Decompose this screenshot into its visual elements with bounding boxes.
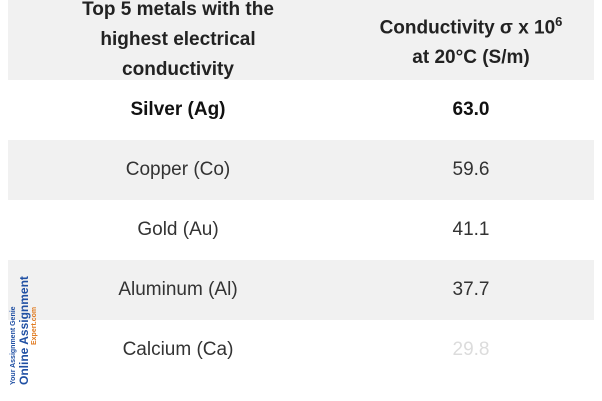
table-row: Calcium (Ca) 29.8 (8, 320, 594, 380)
header-text: Conductivity σ x 10 (379, 17, 556, 39)
header-cell: Top 5 metals with the highest electrical… (8, 0, 348, 80)
header-text: Top 5 metals with the highest electrical… (82, 0, 274, 80)
header-superscript: 6 (555, 13, 563, 29)
metal-cell: Aluminum (Al) (118, 279, 238, 300)
table-row: Copper (Co) 59.6 (8, 140, 594, 200)
metal-cell: Copper (Co) (125, 159, 231, 180)
header-cell: Conductivity σ x 106 at 20°C (S/m) (348, 0, 594, 80)
watermark-tagline: Your Assignment Genie (10, 306, 17, 385)
watermark: Your Assignment Genie Online Assignment … (10, 276, 38, 385)
value-cell: 63.0 (452, 99, 490, 120)
table-row: Gold (Au) 41.1 (8, 200, 594, 260)
value-cell: 41.1 (452, 219, 490, 240)
value-cell: 37.7 (452, 279, 490, 300)
watermark-domain: Expert.com (31, 306, 38, 345)
table-row: Silver (Ag) 63.0 (8, 80, 594, 140)
header-text: at 20°C (S/m) (412, 47, 530, 69)
metal-cell: Silver (Ag) (130, 99, 226, 120)
value-cell: 29.8 (452, 339, 490, 360)
header-text-group: Conductivity σ x 106 at 20°C (S/m) (371, 7, 571, 73)
value-cell: 59.6 (452, 159, 490, 180)
header-row: Top 5 metals with the highest electrical… (8, 0, 594, 80)
metal-cell: Gold (Au) (137, 219, 219, 240)
watermark-name: Online Assignment (17, 276, 31, 385)
table-row: Aluminum (Al) 37.7 (8, 260, 594, 320)
metal-cell: Calcium (Ca) (122, 339, 234, 360)
